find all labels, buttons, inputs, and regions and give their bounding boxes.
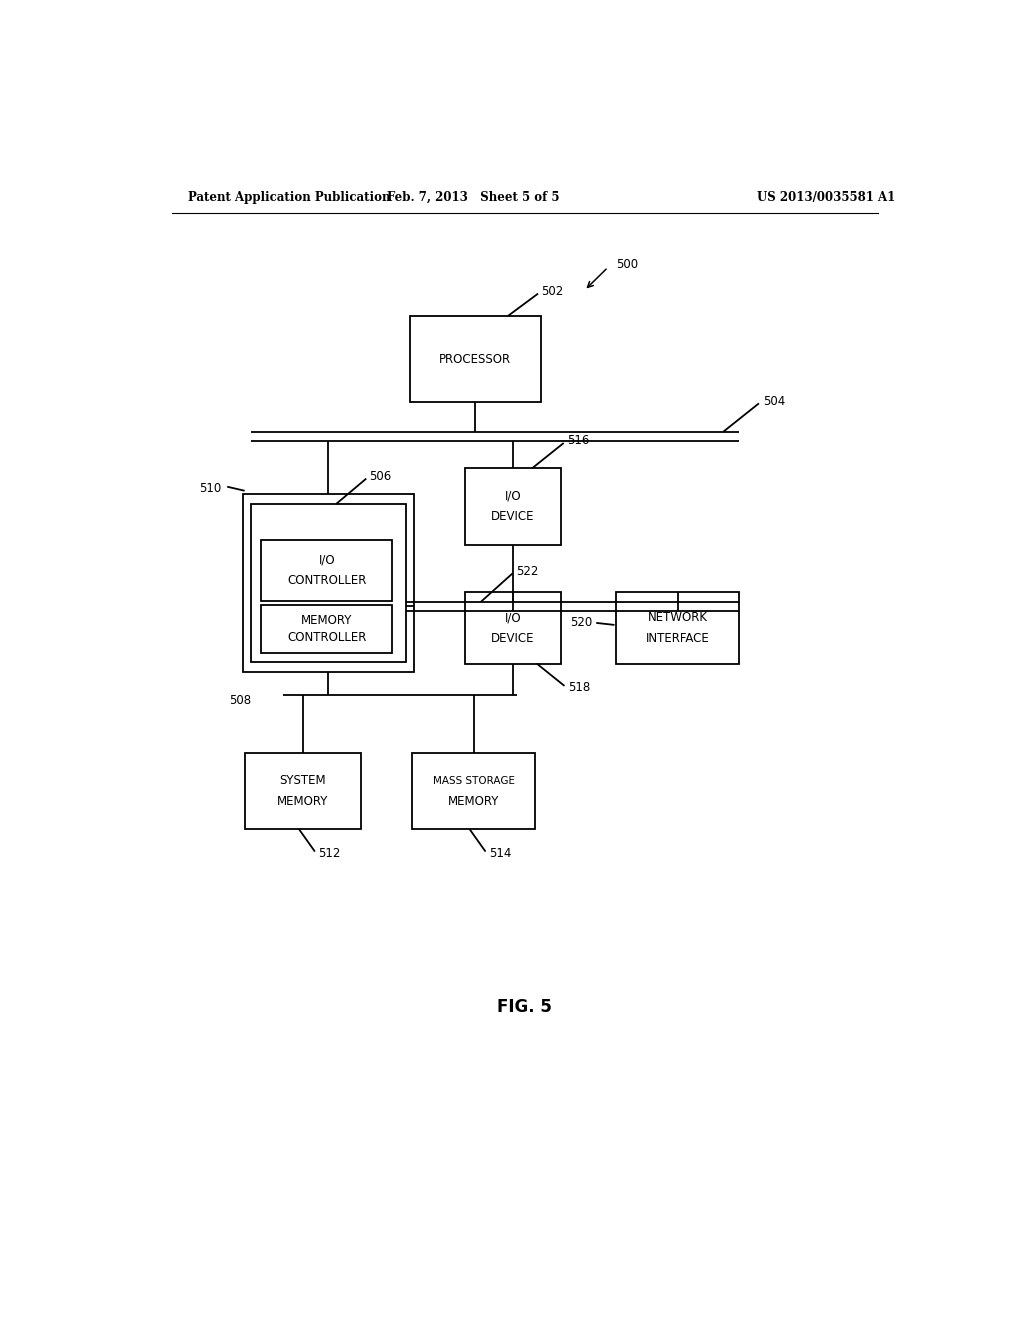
Bar [465,469,560,545]
Text: INTERFACE: INTERFACE [646,632,710,644]
Text: 504: 504 [763,395,785,408]
Bar [410,315,541,403]
Text: MASS STORAGE: MASS STORAGE [432,776,515,785]
Bar [261,540,392,601]
Text: PROCESSOR: PROCESSOR [439,352,511,366]
Bar [246,752,360,829]
Text: CONTROLLER: CONTROLLER [287,574,367,586]
Text: 510: 510 [200,482,221,495]
Text: 522: 522 [516,565,539,578]
Text: NETWORK: NETWORK [647,611,708,624]
Bar [243,494,414,672]
Text: I/O: I/O [318,553,335,566]
Text: 520: 520 [570,616,592,630]
Text: CONTROLLER: CONTROLLER [287,631,367,644]
Text: DEVICE: DEVICE [492,632,535,644]
Text: 508: 508 [229,693,251,706]
Text: US 2013/0035581 A1: US 2013/0035581 A1 [757,190,896,203]
Bar [251,504,406,661]
Text: Patent Application Publication: Patent Application Publication [187,190,390,203]
Text: MEMORY: MEMORY [447,795,500,808]
Bar [465,593,560,664]
Text: I/O: I/O [505,611,521,624]
Text: FIG. 5: FIG. 5 [498,998,552,1016]
Text: Feb. 7, 2013   Sheet 5 of 5: Feb. 7, 2013 Sheet 5 of 5 [387,190,559,203]
Text: 502: 502 [542,285,563,298]
Bar [261,605,392,653]
Text: MEMORY: MEMORY [278,795,329,808]
Text: 500: 500 [616,257,638,271]
Text: 506: 506 [370,470,392,483]
Text: 518: 518 [567,681,590,694]
Text: 516: 516 [567,434,589,447]
Text: 514: 514 [488,847,511,861]
Text: MEMORY: MEMORY [301,614,352,627]
Bar [412,752,536,829]
Text: SYSTEM: SYSTEM [280,775,327,788]
Text: 512: 512 [318,847,340,861]
Text: I/O: I/O [505,490,521,503]
Text: DEVICE: DEVICE [492,511,535,523]
Bar [616,593,739,664]
